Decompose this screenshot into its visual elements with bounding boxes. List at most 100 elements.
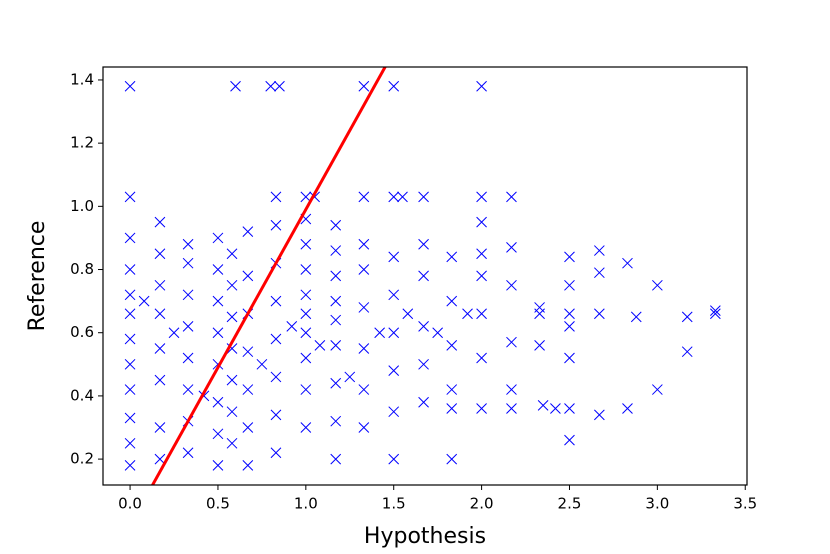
point [564,251,575,263]
point [242,270,254,282]
point [358,80,370,92]
point [270,295,282,307]
point [330,415,342,427]
point [594,409,605,421]
point [358,264,370,275]
point [564,308,575,320]
point [330,295,342,307]
point [154,374,166,386]
point [330,270,342,282]
point [388,406,400,418]
point [212,295,224,307]
point [418,396,429,408]
point [388,80,400,92]
plot-area [124,67,721,485]
point [265,80,277,92]
point [300,327,312,339]
point [226,406,238,418]
point [124,232,136,244]
y-tick-label: 1.0 [70,197,94,215]
x-tick-label: 0.5 [206,495,230,513]
point [286,321,298,332]
point [402,308,414,320]
point [212,264,224,275]
point [388,453,400,465]
point [446,295,458,307]
point [358,191,370,203]
point [226,248,238,260]
point [534,339,545,351]
point [681,311,693,323]
point [212,327,224,339]
point [534,308,545,320]
point [418,270,429,282]
point [652,384,663,395]
point [330,245,342,256]
point [564,434,575,446]
point [226,374,238,386]
point [212,460,224,471]
point [124,412,136,424]
x-tick-label: 3.5 [733,495,757,513]
point [594,267,605,279]
point [564,403,575,414]
point [358,422,370,433]
point [710,308,721,320]
point [358,384,370,395]
point [300,238,312,250]
point [476,191,487,203]
point [388,327,400,339]
point [154,279,166,291]
point [594,308,605,320]
point [506,384,517,395]
point [182,352,194,364]
point [230,80,241,92]
x-tick-label: 2.5 [558,495,582,513]
point [374,327,386,339]
point [446,251,458,263]
point [226,279,238,291]
point [330,219,342,231]
x-tick-label: 1.0 [294,495,318,513]
point [138,295,150,307]
point [212,428,224,440]
point [270,371,282,383]
point [274,80,285,92]
point [314,339,326,351]
point [300,289,312,301]
point [154,453,166,465]
x-tick-label: 1.5 [382,495,406,513]
point [506,403,517,414]
point [124,289,136,301]
point [124,460,136,471]
point [300,352,312,364]
point [388,289,400,301]
point [432,327,444,339]
point [388,365,400,376]
point [476,308,487,320]
y-tick-label: 0.8 [70,260,94,278]
point [124,264,136,275]
point [124,308,136,320]
y-tick-label: 0.6 [70,323,94,341]
point [300,191,312,203]
point [154,248,166,260]
point [446,453,458,465]
point [182,238,194,250]
point [564,279,575,291]
y-tick-label: 1.2 [70,134,94,152]
reference-line [150,67,387,485]
point [330,453,342,465]
point [330,314,342,326]
y-tick-label: 0.2 [70,450,94,468]
point [652,279,663,291]
point [270,191,282,203]
point [226,311,238,323]
point [710,305,721,316]
point [564,352,575,364]
point [418,238,429,250]
point [418,191,429,203]
point [446,403,458,414]
point [270,447,282,459]
